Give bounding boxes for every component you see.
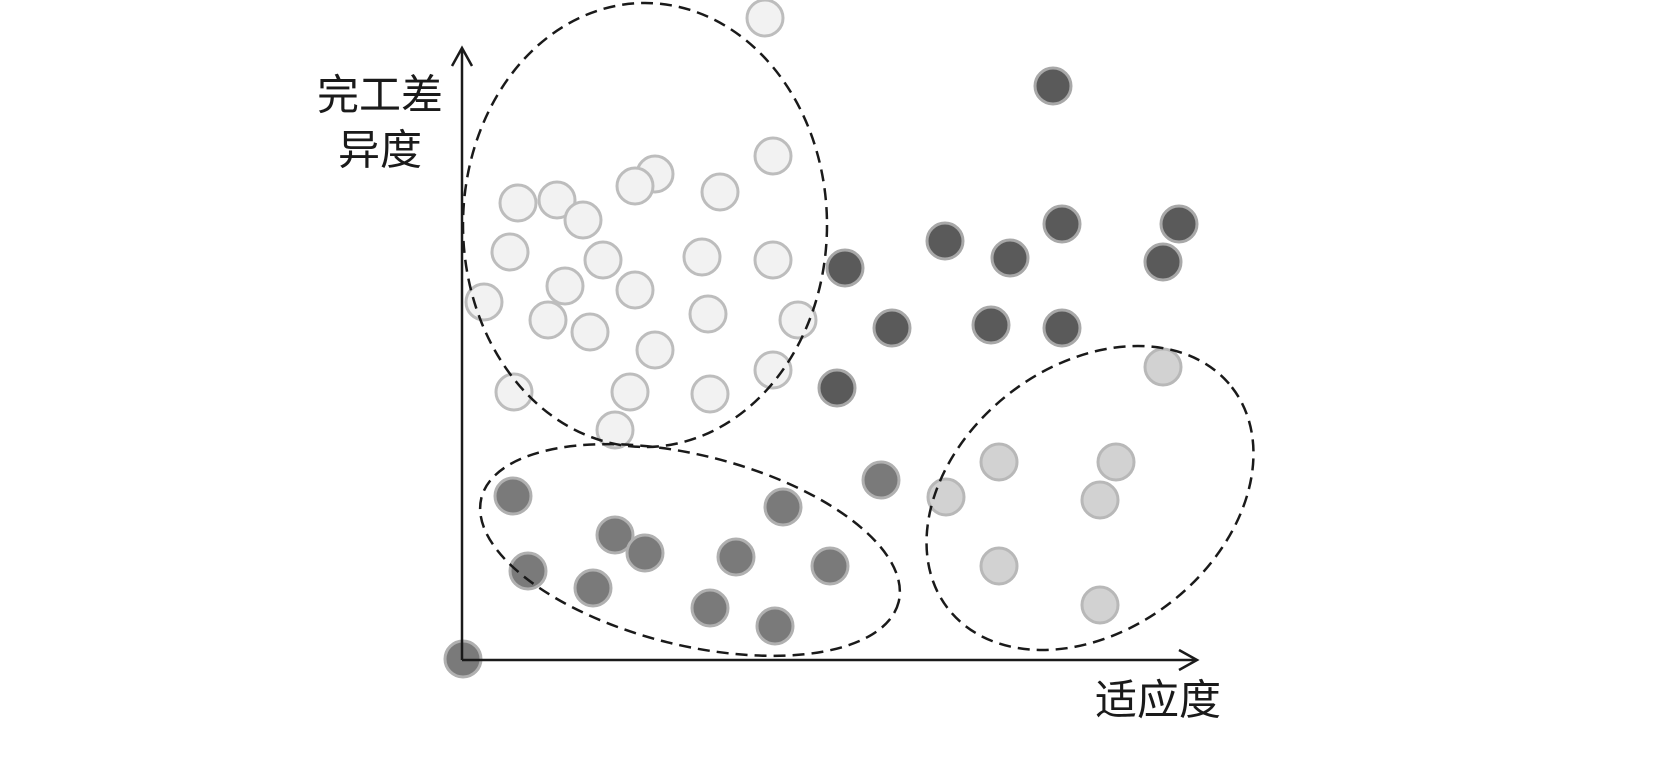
dot — [700, 172, 740, 212]
dot — [1159, 204, 1199, 244]
dot — [971, 305, 1011, 345]
dot — [537, 180, 577, 220]
dot — [755, 606, 795, 646]
dot — [1080, 480, 1120, 520]
dot — [925, 221, 965, 261]
dot — [716, 537, 756, 577]
dot — [1042, 308, 1082, 348]
dot — [825, 248, 865, 288]
dot — [990, 238, 1030, 278]
dot — [573, 568, 613, 608]
dot — [528, 300, 568, 340]
dot — [690, 588, 730, 628]
dot — [508, 551, 548, 591]
cluster-outline — [925, 344, 1255, 652]
dot — [1143, 242, 1183, 282]
dot — [464, 282, 504, 322]
dot — [563, 200, 603, 240]
y-axis-label: 完工差 — [317, 73, 443, 120]
dot — [493, 476, 533, 516]
dot — [872, 308, 912, 348]
cluster-outline — [478, 442, 902, 658]
dot — [498, 183, 538, 223]
dot — [1042, 204, 1082, 244]
dots — [443, 0, 1199, 679]
dot — [763, 487, 803, 527]
dot — [1143, 347, 1183, 387]
y-axis-label: 异度 — [338, 129, 422, 175]
x-axis-arrow — [1178, 648, 1200, 672]
dot — [979, 546, 1019, 586]
dot — [753, 136, 793, 176]
dot — [610, 372, 650, 412]
dot — [753, 240, 793, 280]
dot — [615, 270, 655, 310]
dot — [1096, 442, 1136, 482]
dot — [635, 330, 675, 370]
x-axis-label: 适应度 — [1095, 678, 1221, 725]
dot — [583, 240, 623, 280]
dot — [545, 266, 585, 306]
dot — [595, 410, 635, 450]
dot — [595, 515, 635, 555]
dot — [490, 232, 530, 272]
y-axis-arrow — [450, 45, 474, 67]
dot — [861, 460, 901, 500]
dot — [570, 312, 610, 352]
dot — [682, 237, 722, 277]
dot — [494, 372, 534, 412]
dot — [745, 0, 785, 38]
dot — [615, 166, 655, 206]
dot — [810, 546, 850, 586]
dot — [1080, 585, 1120, 625]
dot — [688, 294, 728, 334]
dot — [625, 533, 665, 573]
dot — [1033, 66, 1073, 106]
dot — [690, 374, 730, 414]
dot — [979, 442, 1019, 482]
dot — [817, 368, 857, 408]
dot — [753, 350, 793, 390]
